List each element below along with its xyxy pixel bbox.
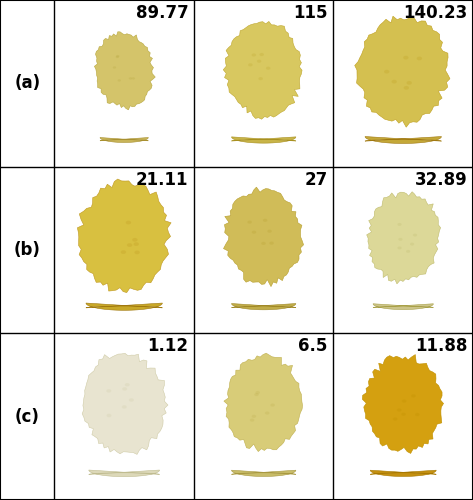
Ellipse shape <box>106 414 112 418</box>
Text: 11.88: 11.88 <box>415 338 467 355</box>
Polygon shape <box>232 304 296 310</box>
Ellipse shape <box>269 242 274 244</box>
Ellipse shape <box>410 242 414 246</box>
Polygon shape <box>355 16 450 127</box>
Ellipse shape <box>118 79 121 82</box>
Ellipse shape <box>132 238 138 242</box>
Ellipse shape <box>415 413 420 416</box>
Polygon shape <box>100 138 149 142</box>
Ellipse shape <box>392 80 397 84</box>
Ellipse shape <box>127 243 132 247</box>
Ellipse shape <box>115 56 119 58</box>
Ellipse shape <box>406 250 410 253</box>
Ellipse shape <box>247 220 252 224</box>
Ellipse shape <box>413 234 417 236</box>
Ellipse shape <box>402 400 406 402</box>
Ellipse shape <box>254 393 259 396</box>
Polygon shape <box>223 22 302 119</box>
Ellipse shape <box>271 404 275 406</box>
Ellipse shape <box>129 77 132 80</box>
Ellipse shape <box>126 220 131 224</box>
Ellipse shape <box>401 412 406 416</box>
Polygon shape <box>86 303 162 310</box>
Ellipse shape <box>397 223 402 226</box>
Text: (a): (a) <box>14 74 40 92</box>
Ellipse shape <box>263 218 267 222</box>
Ellipse shape <box>397 408 402 412</box>
Ellipse shape <box>403 56 409 60</box>
Polygon shape <box>362 354 444 454</box>
Polygon shape <box>224 353 303 452</box>
Ellipse shape <box>129 398 134 402</box>
Ellipse shape <box>266 66 271 70</box>
Ellipse shape <box>267 230 272 233</box>
Ellipse shape <box>131 77 135 80</box>
Ellipse shape <box>250 418 254 422</box>
Ellipse shape <box>252 54 256 56</box>
Polygon shape <box>370 470 436 476</box>
Polygon shape <box>89 470 159 476</box>
Polygon shape <box>78 179 171 292</box>
Ellipse shape <box>258 77 263 80</box>
Text: 27: 27 <box>305 170 328 188</box>
Ellipse shape <box>252 414 256 418</box>
Ellipse shape <box>252 230 256 234</box>
Polygon shape <box>95 32 155 110</box>
Ellipse shape <box>406 81 412 84</box>
Ellipse shape <box>106 389 111 392</box>
Ellipse shape <box>248 64 253 66</box>
Text: 115: 115 <box>293 4 328 22</box>
Text: 6.5: 6.5 <box>298 338 328 355</box>
Text: 89.77: 89.77 <box>135 4 188 22</box>
Ellipse shape <box>255 391 260 394</box>
Ellipse shape <box>398 238 403 241</box>
Text: 32.89: 32.89 <box>414 170 467 188</box>
Polygon shape <box>232 137 296 143</box>
Ellipse shape <box>397 246 402 250</box>
Polygon shape <box>82 354 168 454</box>
Ellipse shape <box>411 394 416 398</box>
Ellipse shape <box>134 250 140 254</box>
Ellipse shape <box>417 56 422 60</box>
Ellipse shape <box>393 418 397 420</box>
Ellipse shape <box>260 53 264 56</box>
Ellipse shape <box>122 405 127 408</box>
Ellipse shape <box>113 66 116 68</box>
Polygon shape <box>367 192 440 284</box>
Ellipse shape <box>116 55 120 58</box>
Polygon shape <box>365 136 441 143</box>
Ellipse shape <box>403 86 409 90</box>
Ellipse shape <box>261 242 266 245</box>
Polygon shape <box>224 187 304 286</box>
Text: (c): (c) <box>15 408 40 426</box>
Text: 1.12: 1.12 <box>147 338 188 355</box>
Ellipse shape <box>121 250 126 254</box>
Ellipse shape <box>125 383 130 386</box>
Ellipse shape <box>384 70 389 73</box>
Text: 140.23: 140.23 <box>403 4 467 22</box>
Ellipse shape <box>265 412 270 414</box>
Ellipse shape <box>133 242 139 246</box>
Ellipse shape <box>257 60 262 63</box>
Text: (b): (b) <box>14 241 41 259</box>
Text: 21.11: 21.11 <box>136 170 188 188</box>
Polygon shape <box>232 470 296 476</box>
Ellipse shape <box>122 387 127 390</box>
Polygon shape <box>373 304 433 310</box>
